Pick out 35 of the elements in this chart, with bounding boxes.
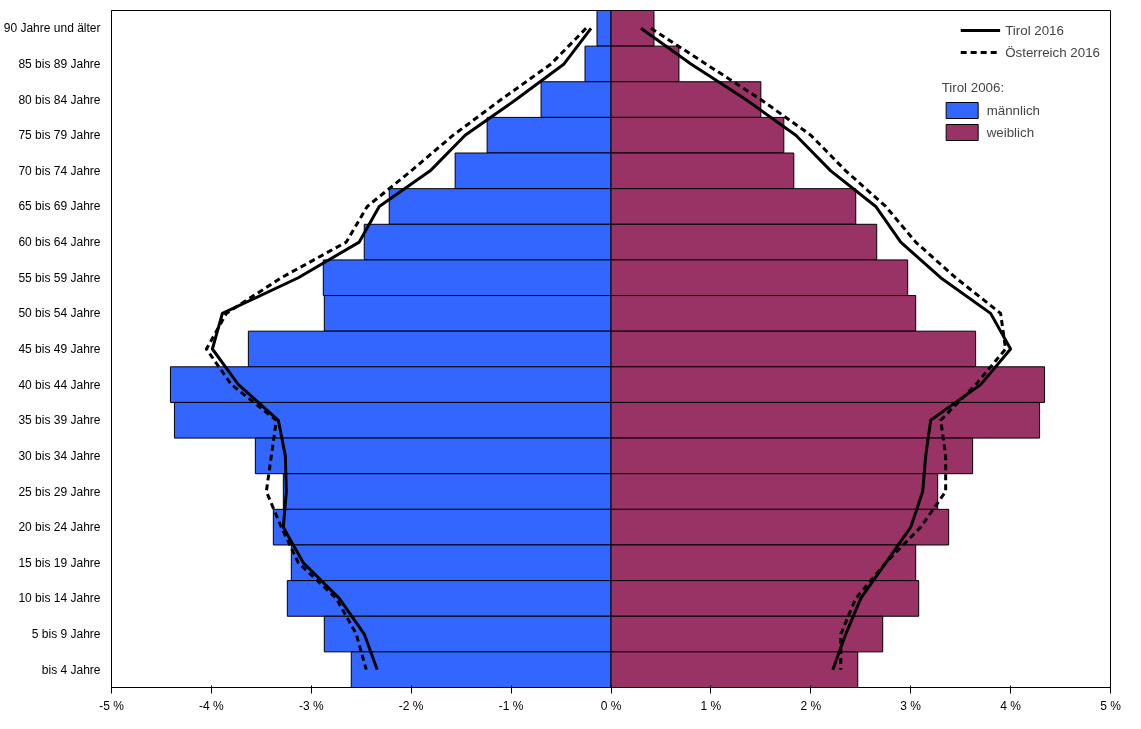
x-tick-label: -1 %: [498, 698, 524, 713]
y-tick-label: 75 bis 79 Jahre: [18, 128, 101, 143]
y-tick-label: 40 bis 44 Jahre: [18, 377, 101, 392]
legend-label: weiblich: [986, 124, 1035, 140]
y-tick-label: bis 4 Jahre: [41, 662, 101, 677]
x-tick-label: -5 %: [99, 698, 125, 713]
y-tick-label: 65 bis 69 Jahre: [18, 199, 101, 214]
x-tick-label: 0 %: [600, 698, 622, 713]
x-tick-label: 1 %: [700, 698, 722, 713]
y-tick-label: 5 bis 9 Jahre: [31, 627, 101, 642]
y-tick-label: 70 bis 74 Jahre: [18, 163, 101, 178]
x-tick-label: 4 %: [1000, 698, 1022, 713]
y-tick-label: 35 bis 39 Jahre: [18, 413, 101, 428]
legend-label: männlich: [986, 102, 1040, 118]
legend-title: Tirol 2006:: [941, 80, 1006, 95]
x-tick-label: -4 %: [199, 698, 225, 713]
x-tick-label: -3 %: [298, 698, 324, 713]
y-tick-label: 80 bis 84 Jahre: [18, 92, 101, 107]
x-tick-label: -2 %: [398, 698, 424, 713]
y-tick-label: 90 Jahre und älter: [3, 21, 101, 36]
y-tick-label: 50 bis 54 Jahre: [18, 306, 101, 321]
y-tick-label: 60 bis 64 Jahre: [18, 235, 101, 250]
x-tick-label: 3 %: [900, 698, 922, 713]
y-tick-label: 10 bis 14 Jahre: [18, 591, 101, 606]
y-tick-label: 30 bis 34 Jahre: [18, 448, 101, 463]
y-tick-label: 45 bis 49 Jahre: [18, 342, 101, 356]
y-tick-label: 85 bis 89 Jahre: [18, 56, 101, 71]
y-tick-label: 15 bis 19 Jahre: [18, 555, 101, 570]
x-tick-label: 2 %: [800, 698, 822, 713]
y-tick-label: 20 bis 24 Jahre: [18, 520, 101, 535]
y-tick-label: 55 bis 59 Jahre: [18, 270, 101, 285]
legend-label: Tirol 2016: [1005, 22, 1064, 38]
y-tick-label: 25 bis 29 Jahre: [18, 484, 101, 499]
legend-label: Österreich 2016: [1005, 44, 1100, 60]
x-tick-label: 5 %: [1100, 698, 1122, 713]
